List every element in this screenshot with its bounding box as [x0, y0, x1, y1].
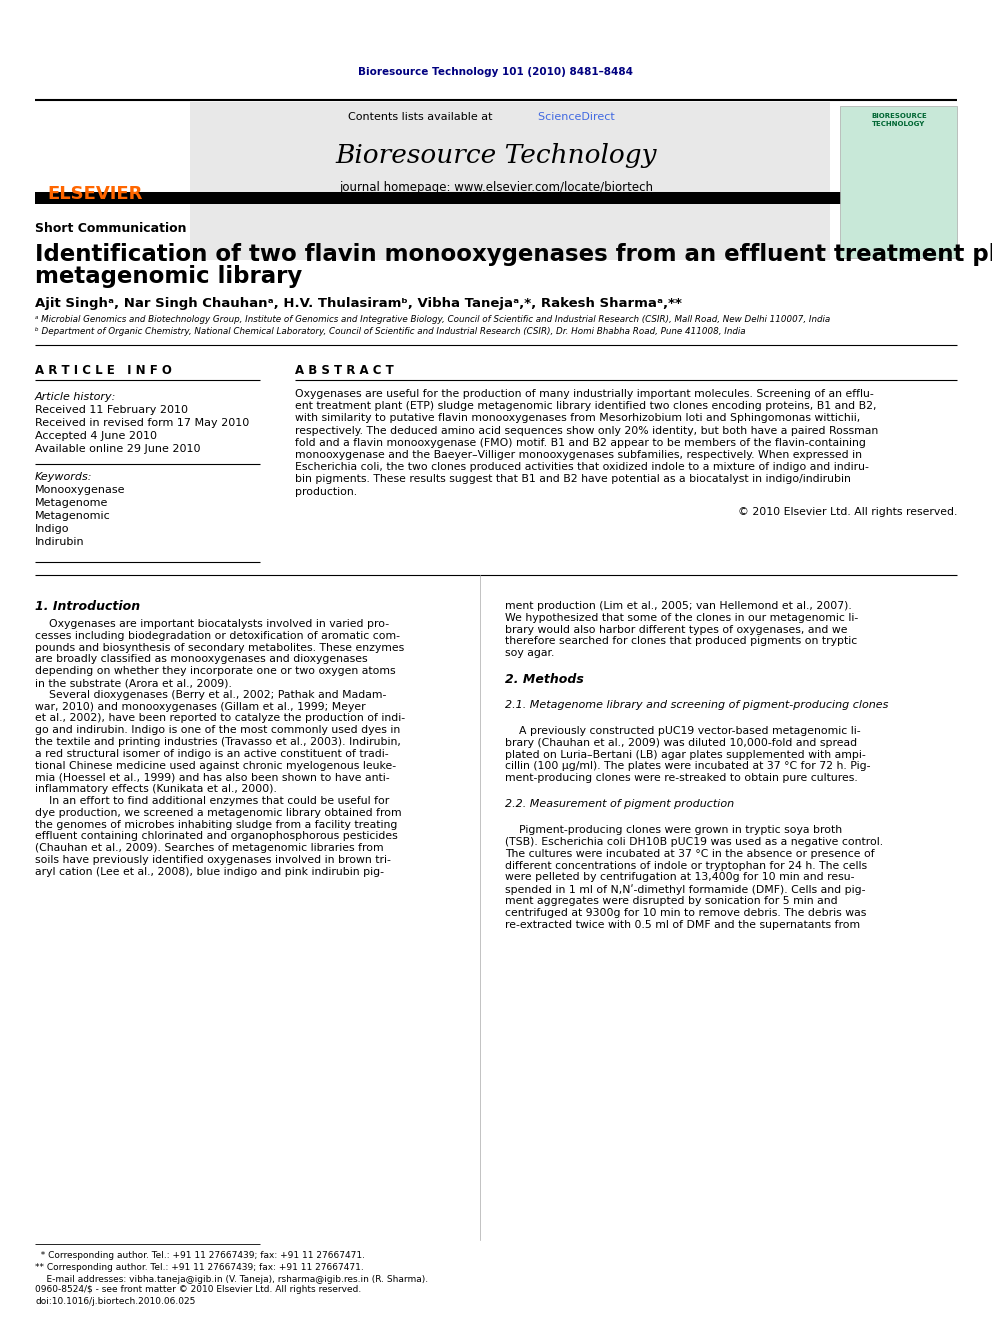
Text: The cultures were incubated at 37 °C in the absence or presence of: The cultures were incubated at 37 °C in …: [505, 849, 875, 859]
Text: ment-producing clones were re-streaked to obtain pure cultures.: ment-producing clones were re-streaked t…: [505, 773, 858, 783]
Text: © 2010 Elsevier Ltd. All rights reserved.: © 2010 Elsevier Ltd. All rights reserved…: [738, 507, 957, 517]
Text: Metagenome: Metagenome: [35, 497, 108, 508]
Text: Keywords:: Keywords:: [35, 472, 92, 482]
Text: ScienceDirect: ScienceDirect: [496, 112, 615, 122]
Bar: [840, 106, 957, 258]
Text: the textile and printing industries (Travasso et al., 2003). Indirubin,: the textile and printing industries (Tra…: [35, 737, 401, 747]
Text: brary (Chauhan et al., 2009) was diluted 10,000-fold and spread: brary (Chauhan et al., 2009) was diluted…: [505, 738, 857, 747]
Text: journal homepage: www.elsevier.com/locate/biortech: journal homepage: www.elsevier.com/locat…: [339, 181, 653, 194]
Text: doi:10.1016/j.biortech.2010.06.025: doi:10.1016/j.biortech.2010.06.025: [35, 1298, 195, 1307]
Text: cesses including biodegradation or detoxification of aromatic com-: cesses including biodegradation or detox…: [35, 631, 400, 640]
Text: ment aggregates were disrupted by sonication for 5 min and: ment aggregates were disrupted by sonica…: [505, 896, 837, 906]
Text: a red structural isomer of indigo is an active constituent of tradi-: a red structural isomer of indigo is an …: [35, 749, 389, 759]
Text: are broadly classified as monooxygenases and dioxygenases: are broadly classified as monooxygenases…: [35, 655, 368, 664]
Text: Pigment-producing clones were grown in tryptic soya broth: Pigment-producing clones were grown in t…: [505, 826, 842, 835]
Text: Bioresource Technology 101 (2010) 8481–8484: Bioresource Technology 101 (2010) 8481–8…: [358, 67, 634, 77]
Text: therefore searched for clones that produced pigments on tryptic: therefore searched for clones that produ…: [505, 636, 857, 647]
Text: cillin (100 μg/ml). The plates were incubated at 37 °C for 72 h. Pig-: cillin (100 μg/ml). The plates were incu…: [505, 762, 871, 771]
Text: depending on whether they incorporate one or two oxygen atoms: depending on whether they incorporate on…: [35, 667, 396, 676]
Text: Monooxygenase: Monooxygenase: [35, 486, 126, 495]
Text: ᵃ Microbial Genomics and Biotechnology Group, Institute of Genomics and Integrat: ᵃ Microbial Genomics and Biotechnology G…: [35, 315, 830, 324]
Text: Indigo: Indigo: [35, 524, 69, 534]
Text: go and indirubin. Indigo is one of the most commonly used dyes in: go and indirubin. Indigo is one of the m…: [35, 725, 400, 736]
Text: Ajit Singhᵃ, Nar Singh Chauhanᵃ, H.V. Thulasiramᵇ, Vibha Tanejaᵃ,*, Rakesh Sharm: Ajit Singhᵃ, Nar Singh Chauhanᵃ, H.V. Th…: [35, 296, 682, 310]
Text: Bioresource Technology: Bioresource Technology: [335, 143, 657, 168]
Text: et al., 2002), have been reported to catalyze the production of indi-: et al., 2002), have been reported to cat…: [35, 713, 405, 724]
Text: ELSEVIER: ELSEVIER: [48, 185, 143, 202]
Text: Article history:: Article history:: [35, 392, 116, 402]
Bar: [35, 192, 957, 204]
Text: different concentrations of indole or tryptophan for 24 h. The cells: different concentrations of indole or tr…: [505, 860, 867, 871]
Text: the genomes of microbes inhabiting sludge from a facility treating: the genomes of microbes inhabiting sludg…: [35, 820, 398, 830]
Text: Received 11 February 2010: Received 11 February 2010: [35, 405, 188, 415]
Text: ent treatment plant (ETP) sludge metagenomic library identified two clones encod: ent treatment plant (ETP) sludge metagen…: [295, 401, 877, 411]
Text: centrifuged at 9300g for 10 min to remove debris. The debris was: centrifuged at 9300g for 10 min to remov…: [505, 908, 866, 918]
Text: inflammatory effects (Kunikata et al., 2000).: inflammatory effects (Kunikata et al., 2…: [35, 785, 277, 794]
Text: were pelleted by centrifugation at 13,400g for 10 min and resu-: were pelleted by centrifugation at 13,40…: [505, 872, 854, 882]
Text: In an effort to find additional enzymes that could be useful for: In an effort to find additional enzymes …: [35, 796, 389, 806]
Text: plated on Luria–Bertani (LB) agar plates supplemented with ampi-: plated on Luria–Bertani (LB) agar plates…: [505, 750, 866, 759]
Text: tional Chinese medicine used against chronic myelogenous leuke-: tional Chinese medicine used against chr…: [35, 761, 396, 770]
Text: pounds and biosynthesis of secondary metabolites. These enzymes: pounds and biosynthesis of secondary met…: [35, 643, 405, 652]
Text: fold and a flavin monooxygenase (FMO) motif. B1 and B2 appear to be members of t: fold and a flavin monooxygenase (FMO) mo…: [295, 438, 866, 447]
Text: aryl cation (Lee et al., 2008), blue indigo and pink indirubin pig-: aryl cation (Lee et al., 2008), blue ind…: [35, 867, 384, 877]
Text: ment production (Lim et al., 2005; van Hellemond et al., 2007).: ment production (Lim et al., 2005; van H…: [505, 601, 852, 611]
Text: spended in 1 ml of N,Nʹ-dimethyl formamide (DMF). Cells and pig-: spended in 1 ml of N,Nʹ-dimethyl formami…: [505, 884, 865, 894]
Text: 0960-8524/$ - see front matter © 2010 Elsevier Ltd. All rights reserved.: 0960-8524/$ - see front matter © 2010 El…: [35, 1286, 361, 1294]
Text: Short Communication: Short Communication: [35, 221, 186, 234]
Text: Oxygenases are important biocatalysts involved in varied pro-: Oxygenases are important biocatalysts in…: [35, 619, 389, 628]
Text: in the substrate (Arora et al., 2009).: in the substrate (Arora et al., 2009).: [35, 677, 232, 688]
Text: BIORESOURCE
TECHNOLOGY: BIORESOURCE TECHNOLOGY: [871, 114, 927, 127]
Text: Contents lists available at: Contents lists available at: [348, 112, 496, 122]
Text: war, 2010) and monooxygenases (Gillam et al., 1999; Meyer: war, 2010) and monooxygenases (Gillam et…: [35, 701, 366, 712]
Text: Several dioxygenases (Berry et al., 2002; Pathak and Madam-: Several dioxygenases (Berry et al., 2002…: [35, 689, 386, 700]
Text: dye production, we screened a metagenomic library obtained from: dye production, we screened a metagenomi…: [35, 808, 402, 818]
Text: respectively. The deduced amino acid sequences show only 20% identity, but both : respectively. The deduced amino acid seq…: [295, 426, 878, 435]
Text: * Corresponding author. Tel.: +91 11 27667439; fax: +91 11 27667471.: * Corresponding author. Tel.: +91 11 276…: [35, 1252, 365, 1261]
Text: re-extracted twice with 0.5 ml of DMF and the supernatants from: re-extracted twice with 0.5 ml of DMF an…: [505, 919, 860, 930]
Text: with similarity to putative flavin monooxygenases from Mesorhizobium loti and Sp: with similarity to putative flavin monoo…: [295, 413, 860, 423]
Text: E-mail addresses: vibha.taneja@igib.in (V. Taneja), rsharma@igib.res.in (R. Shar: E-mail addresses: vibha.taneja@igib.in (…: [35, 1275, 429, 1285]
Text: monooxygenase and the Baeyer–Villiger monooxygenases subfamilies, respectively. : monooxygenase and the Baeyer–Villiger mo…: [295, 450, 862, 460]
Text: ** Corresponding author. Tel.: +91 11 27667439; fax: +91 11 27667471.: ** Corresponding author. Tel.: +91 11 27…: [35, 1263, 364, 1273]
Text: production.: production.: [295, 487, 357, 496]
Text: A previously constructed pUC19 vector-based metagenomic li-: A previously constructed pUC19 vector-ba…: [505, 726, 861, 736]
Text: brary would also harbor different types of oxygenases, and we: brary would also harbor different types …: [505, 624, 847, 635]
Text: Accepted 4 June 2010: Accepted 4 June 2010: [35, 431, 157, 441]
Text: Identification of two flavin monooxygenases from an effluent treatment plant slu: Identification of two flavin monooxygena…: [35, 242, 992, 266]
Text: 2. Methods: 2. Methods: [505, 672, 584, 685]
Text: soy agar.: soy agar.: [505, 648, 555, 659]
Text: mia (Hoessel et al., 1999) and has also been shown to have anti-: mia (Hoessel et al., 1999) and has also …: [35, 773, 390, 782]
Text: Escherichia coli, the two clones produced activities that oxidized indole to a m: Escherichia coli, the two clones produce…: [295, 462, 869, 472]
Text: We hypothesized that some of the clones in our metagenomic li-: We hypothesized that some of the clones …: [505, 613, 858, 623]
Text: ᵇ Department of Organic Chemistry, National Chemical Laboratory, Council of Scie: ᵇ Department of Organic Chemistry, Natio…: [35, 328, 746, 336]
Text: Received in revised form 17 May 2010: Received in revised form 17 May 2010: [35, 418, 249, 429]
Text: Available online 29 June 2010: Available online 29 June 2010: [35, 445, 200, 454]
Text: (Chauhan et al., 2009). Searches of metagenomic libraries from: (Chauhan et al., 2009). Searches of meta…: [35, 843, 384, 853]
Bar: [190, 102, 830, 261]
Text: metagenomic library: metagenomic library: [35, 266, 303, 288]
Text: Metagenomic: Metagenomic: [35, 511, 111, 521]
Text: 2.1. Metagenome library and screening of pigment-producing clones: 2.1. Metagenome library and screening of…: [505, 700, 889, 710]
Text: 1. Introduction: 1. Introduction: [35, 599, 140, 613]
Text: effluent containing chlorinated and organophosphorous pesticides: effluent containing chlorinated and orga…: [35, 831, 398, 841]
Text: 2.2. Measurement of pigment production: 2.2. Measurement of pigment production: [505, 799, 734, 810]
Text: (TSB). Escherichia coli DH10B pUC19 was used as a negative control.: (TSB). Escherichia coli DH10B pUC19 was …: [505, 837, 883, 847]
Text: bin pigments. These results suggest that B1 and B2 have potential as a biocataly: bin pigments. These results suggest that…: [295, 475, 851, 484]
Text: Indirubin: Indirubin: [35, 537, 84, 546]
Text: A R T I C L E   I N F O: A R T I C L E I N F O: [35, 364, 172, 377]
Text: Oxygenases are useful for the production of many industrially important molecule: Oxygenases are useful for the production…: [295, 389, 874, 400]
Text: soils have previously identified oxygenases involved in brown tri-: soils have previously identified oxygena…: [35, 855, 391, 865]
Text: A B S T R A C T: A B S T R A C T: [295, 364, 394, 377]
